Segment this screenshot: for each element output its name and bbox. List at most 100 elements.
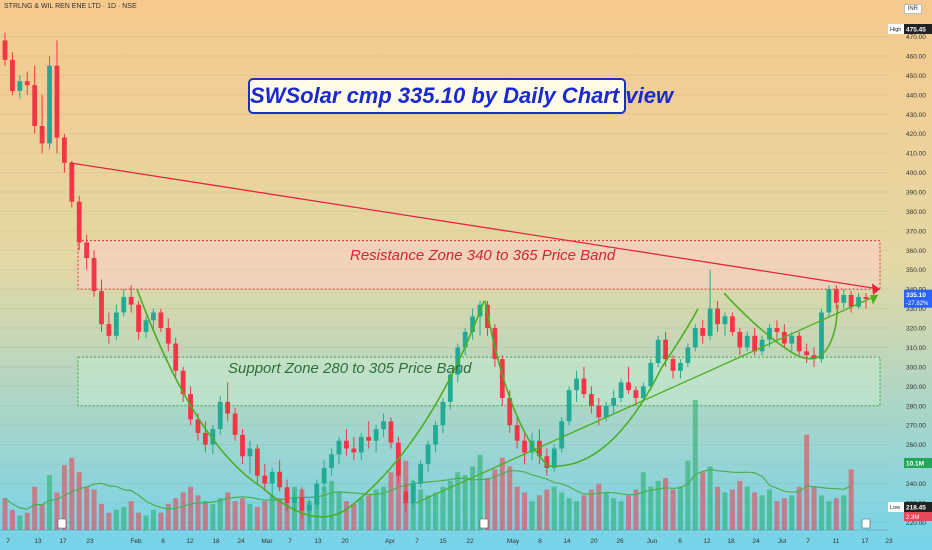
price-tick-label: 300.00 bbox=[906, 364, 926, 371]
low-badge-value-bg bbox=[904, 502, 932, 512]
candle-body bbox=[848, 294, 854, 307]
volume-bar bbox=[418, 489, 424, 530]
earnings-marker bbox=[861, 518, 871, 529]
volume-bar bbox=[811, 486, 817, 530]
candle-body bbox=[507, 397, 513, 426]
volume-bar bbox=[373, 489, 379, 530]
volume-bar bbox=[729, 489, 735, 530]
candle bbox=[410, 479, 416, 507]
candle bbox=[254, 444, 260, 484]
volume-bar bbox=[581, 495, 587, 530]
volume-bar bbox=[180, 492, 186, 530]
volume-bar bbox=[284, 492, 290, 530]
volume-bar bbox=[574, 501, 580, 530]
volume-bar bbox=[113, 509, 119, 530]
candle-body bbox=[670, 359, 676, 371]
volume-bar bbox=[781, 498, 787, 530]
volume-bar bbox=[188, 486, 194, 530]
volume-bar bbox=[76, 472, 82, 530]
time-tick-label: 6 bbox=[678, 538, 682, 545]
volume-bar bbox=[700, 472, 706, 530]
candle-body bbox=[722, 316, 728, 325]
support-zone-label: Support Zone 280 to 305 Price Band bbox=[228, 360, 472, 377]
candle-body bbox=[499, 359, 505, 398]
candle bbox=[84, 234, 90, 270]
candle-body bbox=[277, 471, 283, 488]
volume-bar bbox=[774, 501, 780, 530]
candle bbox=[826, 285, 832, 317]
low-badge-value: 218.45 bbox=[906, 505, 926, 512]
price-tick-label: 350.00 bbox=[906, 267, 926, 274]
candle bbox=[722, 312, 728, 336]
volume-bar bbox=[640, 472, 646, 530]
currency-badge[interactable]: INR bbox=[903, 4, 922, 14]
time-tick-label: Jul bbox=[778, 538, 787, 545]
volume-bar bbox=[39, 504, 45, 530]
candle-body bbox=[54, 65, 60, 138]
volume-bar bbox=[826, 501, 832, 530]
last-price-badge: 335.10 -27.82% bbox=[904, 289, 932, 308]
resistance-zone bbox=[77, 240, 881, 290]
volume-bar bbox=[366, 495, 372, 530]
candle-body bbox=[678, 363, 683, 371]
candle bbox=[203, 421, 208, 453]
volume-bar bbox=[217, 498, 223, 530]
volume-bar bbox=[47, 475, 53, 530]
time-tick-label: Apr bbox=[385, 538, 396, 545]
volume-bar bbox=[477, 454, 483, 530]
candle-body bbox=[388, 421, 394, 443]
price-tick-label: 380.00 bbox=[906, 209, 926, 216]
candle-body bbox=[143, 320, 149, 332]
candle-body bbox=[826, 289, 832, 313]
candle bbox=[603, 401, 609, 422]
volume-bar bbox=[225, 492, 231, 530]
low-badge: Low 218.45 bbox=[888, 502, 932, 512]
volume-bar bbox=[789, 495, 795, 530]
candle bbox=[715, 300, 720, 332]
volume-bar bbox=[277, 498, 283, 530]
time-tick-label: 26 bbox=[616, 538, 624, 545]
candle-body bbox=[819, 312, 824, 360]
candle bbox=[151, 308, 156, 332]
candle-body bbox=[544, 456, 550, 468]
volume-bar bbox=[848, 469, 854, 530]
candle bbox=[470, 308, 476, 340]
volume-small-badge: 2.3M bbox=[904, 512, 932, 521]
high-badge-value-bg bbox=[904, 24, 932, 34]
candle bbox=[707, 269, 713, 340]
price-tick-label: 260.00 bbox=[906, 442, 926, 449]
candle bbox=[99, 279, 104, 332]
time-tick-label: 17 bbox=[861, 538, 869, 545]
volume-bar bbox=[9, 509, 15, 530]
candle bbox=[225, 382, 231, 422]
volume-bar bbox=[358, 498, 364, 530]
volume-bar bbox=[240, 498, 246, 530]
volume-bar bbox=[522, 492, 528, 530]
volume-bar bbox=[618, 501, 624, 530]
candle bbox=[418, 460, 424, 488]
volume-bar bbox=[210, 504, 216, 530]
time-tick-label: 24 bbox=[752, 538, 760, 545]
candle-body bbox=[603, 405, 609, 418]
time-tick-label: 7 bbox=[415, 538, 419, 545]
candle bbox=[744, 331, 750, 352]
candle-body bbox=[707, 308, 713, 336]
time-tick-label: Mar bbox=[261, 538, 273, 545]
support-arrowhead bbox=[870, 294, 878, 305]
candle-body bbox=[418, 464, 424, 484]
candle bbox=[759, 335, 765, 356]
candle-body bbox=[76, 201, 82, 243]
candle bbox=[321, 460, 327, 492]
candle bbox=[544, 448, 550, 476]
price-tick-label: 280.00 bbox=[906, 403, 926, 410]
volume-bar bbox=[470, 466, 476, 530]
time-tick-label: 13 bbox=[314, 538, 322, 545]
candle bbox=[581, 366, 587, 398]
volume-bar bbox=[121, 506, 127, 530]
volume-bar bbox=[136, 512, 142, 530]
candle bbox=[811, 347, 817, 367]
earnings-marker bbox=[479, 518, 489, 529]
earnings-marker bbox=[57, 518, 67, 529]
volume-small-value: 2.3M bbox=[906, 515, 919, 521]
